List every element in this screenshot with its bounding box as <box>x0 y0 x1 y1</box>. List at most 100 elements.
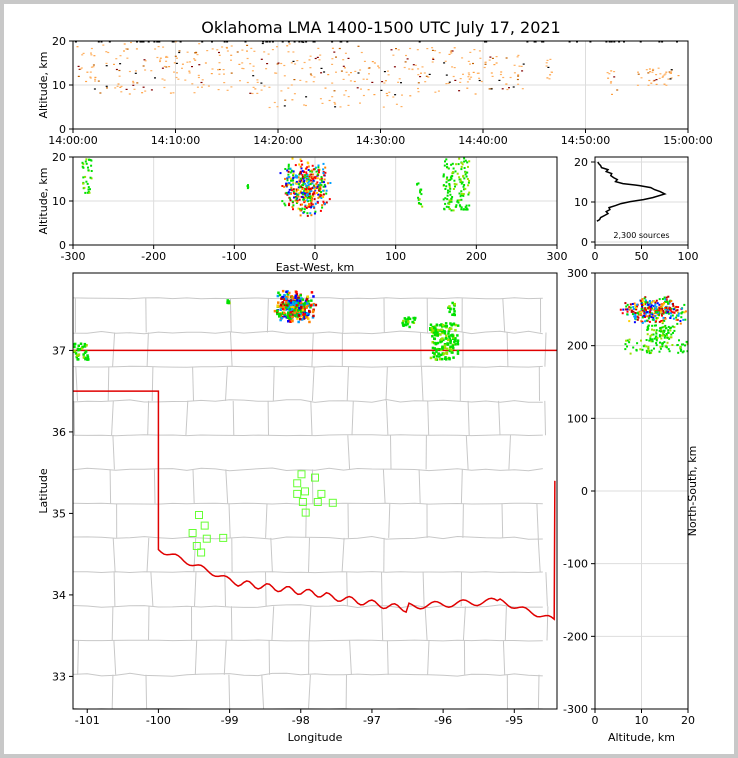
plan-view-source <box>306 303 309 307</box>
east-west-source <box>463 188 465 191</box>
north-south-source <box>628 306 631 309</box>
north-south-source <box>655 329 658 332</box>
time-height-source <box>451 50 454 52</box>
north-south-source <box>652 333 655 336</box>
time-height-source <box>150 70 153 72</box>
plan-view-source <box>297 314 301 317</box>
east-west-source <box>449 178 452 181</box>
time-height-source <box>450 52 453 54</box>
time-height-source <box>505 83 508 85</box>
north-south-source <box>664 311 667 314</box>
plan-view-source <box>456 324 460 327</box>
east-west-source <box>309 183 312 186</box>
time-height-source <box>346 41 349 43</box>
east-west-source <box>305 179 308 181</box>
plan-view-source <box>432 326 436 329</box>
plan-view-source <box>297 320 300 324</box>
time-height-source <box>163 79 166 81</box>
plan-view-source <box>301 298 305 301</box>
north-south-source <box>662 303 665 306</box>
plan-view-source <box>300 304 303 307</box>
north-south-source <box>651 338 654 341</box>
time-height-source <box>251 92 254 95</box>
time-height-source <box>491 57 494 59</box>
time-height-source <box>387 74 390 76</box>
north-south-source <box>671 314 674 317</box>
north-south-source <box>661 343 664 346</box>
time-height-source <box>263 51 266 53</box>
east-west-xtick-label: -200 <box>141 250 166 263</box>
north-south-source <box>667 348 670 351</box>
plan-view-xlabel: Longitude <box>288 731 343 744</box>
east-west-source <box>450 197 453 200</box>
plan-view-source <box>314 303 318 307</box>
time-height-source <box>651 69 654 71</box>
east-west-source <box>291 206 294 208</box>
north-south-source <box>665 344 668 347</box>
east-west-source <box>304 196 307 199</box>
east-west-source <box>302 177 305 180</box>
plan-view-source <box>296 317 299 320</box>
east-west-source <box>320 177 323 180</box>
north-south-source <box>636 312 639 315</box>
time-height-source <box>608 41 611 43</box>
plan-view-ytick-label: 35 <box>52 507 66 520</box>
east-west-source <box>450 175 453 178</box>
east-west-source <box>449 193 452 196</box>
plan-view-source <box>440 357 444 361</box>
plan-view-source <box>454 328 457 332</box>
plan-view-source <box>288 291 291 295</box>
time-height-source <box>508 87 510 89</box>
east-west-source <box>446 166 448 169</box>
time-height-panel: 14:00:00 14:10:00 14:20:00 14:30:00 14:40:00… <box>37 35 713 147</box>
time-height-source <box>309 73 312 75</box>
plan-view-source <box>442 352 446 355</box>
east-west-source <box>322 189 325 192</box>
east-west-source <box>311 170 314 173</box>
east-west-source <box>297 207 300 210</box>
east-west-source <box>296 175 298 178</box>
east-west-source <box>446 194 449 197</box>
time-height-source <box>188 70 191 72</box>
time-height-source <box>115 58 118 60</box>
time-height-source <box>159 59 162 61</box>
plan-view-source <box>444 356 447 359</box>
east-west-source <box>310 214 313 217</box>
plan-view-source <box>276 294 280 298</box>
plan-view-source <box>440 323 443 326</box>
north-south-source <box>656 312 659 314</box>
east-west-source <box>319 185 322 188</box>
east-west-source <box>458 157 461 160</box>
east-west-source <box>455 163 458 166</box>
time-height-source <box>239 80 241 82</box>
east-west-source <box>466 171 469 174</box>
time-height-source <box>467 72 470 74</box>
time-height-source <box>288 43 291 45</box>
time-height-source <box>545 62 548 64</box>
east-west-source <box>324 166 327 169</box>
plan-view-source <box>435 324 439 327</box>
time-height-source <box>472 62 474 65</box>
time-height-source <box>380 89 383 91</box>
time-height-source <box>305 81 308 83</box>
east-west-source <box>287 192 290 195</box>
north-south-source <box>684 310 687 313</box>
north-south-source <box>658 303 661 306</box>
north-south-source <box>655 342 658 345</box>
time-height-source <box>616 89 619 91</box>
north-south-source <box>636 318 639 321</box>
plan-view-source <box>304 299 308 303</box>
north-south-source <box>641 320 644 323</box>
county-line <box>459 298 470 675</box>
time-height-source <box>166 56 169 58</box>
time-height-source <box>276 63 279 65</box>
north-south-source <box>670 333 673 336</box>
east-west-source <box>325 189 328 192</box>
east-west-source <box>314 166 317 169</box>
time-height-source <box>118 75 121 77</box>
time-height-source <box>665 84 668 86</box>
east-west-source <box>307 178 310 181</box>
time-height-source <box>516 78 519 81</box>
north-south-source <box>669 336 672 339</box>
